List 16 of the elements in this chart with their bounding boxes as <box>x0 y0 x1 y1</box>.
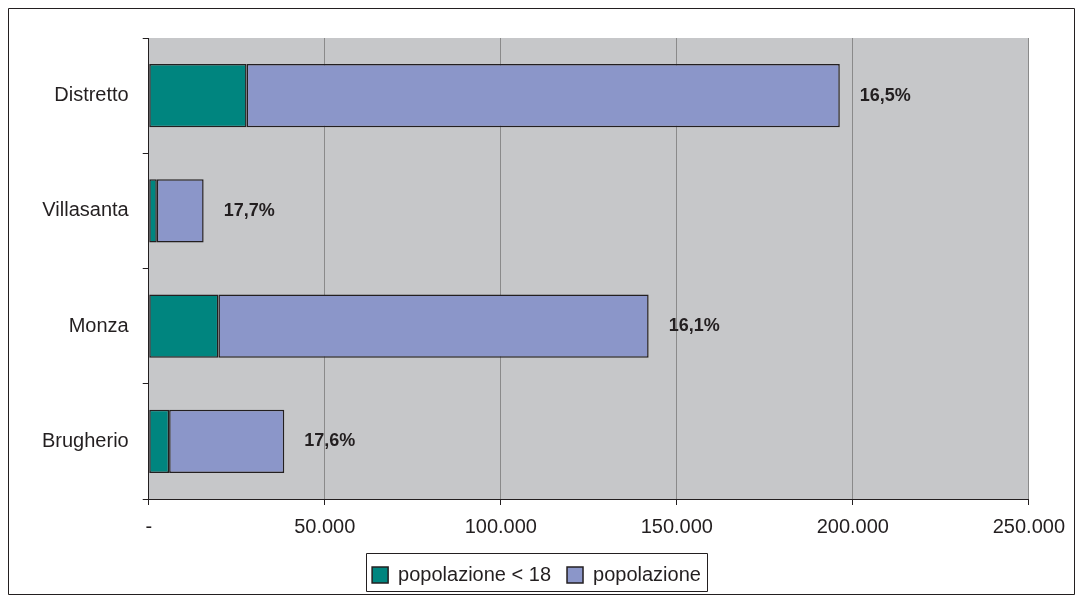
legend-label: popolazione < 18 <box>398 562 552 585</box>
x-tick-label: 250.000 <box>992 514 1065 537</box>
annotation: 17,7% <box>223 199 275 220</box>
annotation: 16,1% <box>668 315 720 336</box>
y-tick-label: Brugherio <box>42 428 129 451</box>
annotation: 17,6% <box>304 430 356 451</box>
annotation: 16,5% <box>859 84 911 105</box>
x-tick-label: 100.000 <box>464 514 537 537</box>
x-tick-label: 200.000 <box>816 514 889 537</box>
y-tick-label: Monza <box>68 313 130 336</box>
x-tick-label: 50.000 <box>294 514 356 537</box>
y-tick-label: Distretto <box>54 83 129 106</box>
y-tick-label: Villasanta <box>42 198 130 221</box>
x-tick-label: 150.000 <box>640 514 713 537</box>
legend-label: popolazione <box>593 562 701 585</box>
x-tick-label: - <box>145 514 153 537</box>
